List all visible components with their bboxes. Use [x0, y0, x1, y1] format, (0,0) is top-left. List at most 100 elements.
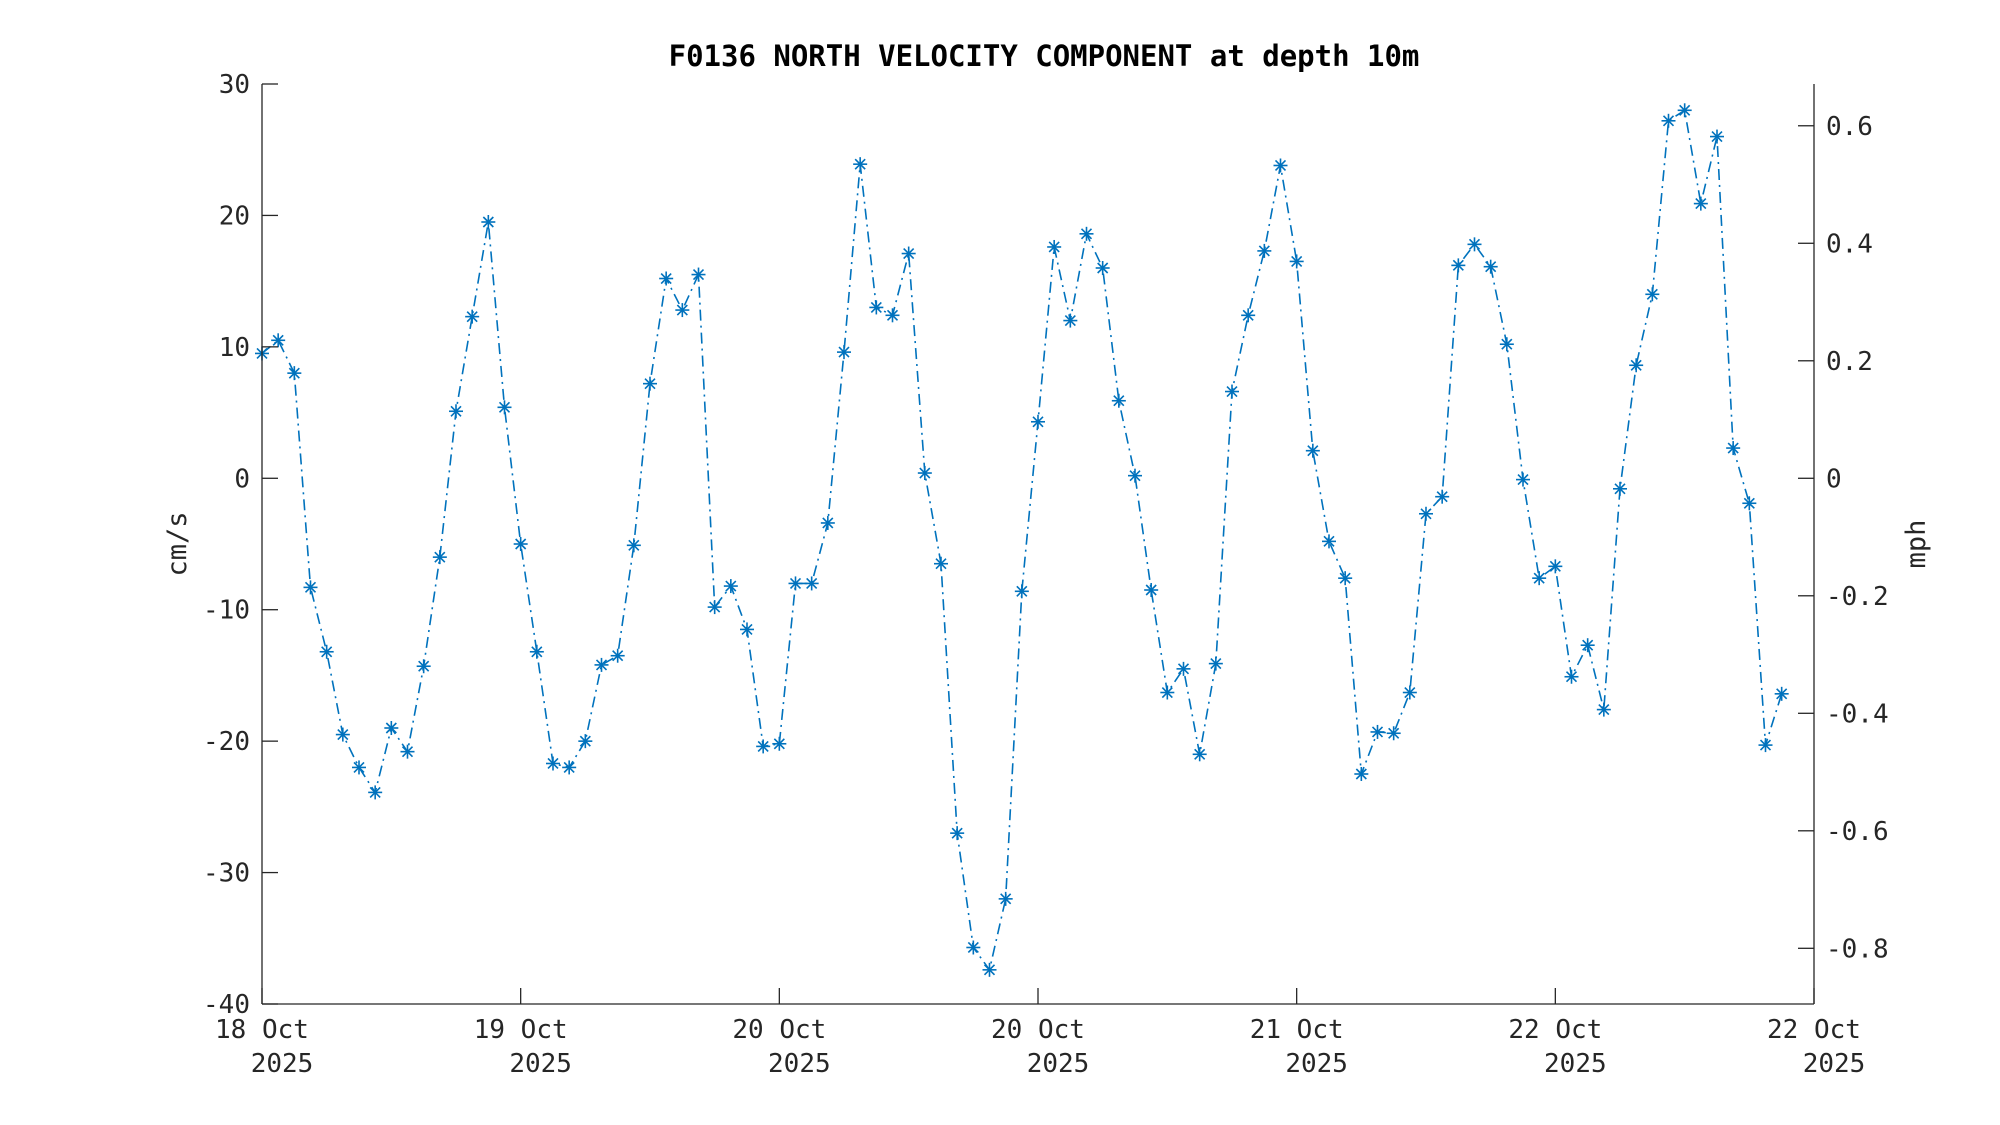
data-point-marker [788, 576, 803, 591]
data-point-marker [691, 267, 706, 282]
data-point-marker [1128, 468, 1142, 483]
data-point-marker [384, 721, 399, 735]
data-point-marker [659, 271, 674, 286]
data-point-marker [1047, 239, 1062, 254]
right-y-ticks: -0.8 -0.6 -0.4 -0.2 0 0.2 0.4 0.6 [1798, 112, 1889, 964]
x-tick-label-year: 2025 [1544, 1049, 1607, 1079]
data-point-marker [610, 648, 625, 663]
x-tick-label-date: 20 Oct [732, 1015, 826, 1045]
data-point-marker [1451, 258, 1466, 273]
data-point-marker [368, 785, 383, 800]
data-point-marker [287, 366, 302, 381]
left-y-tick-label: 10 [219, 333, 250, 363]
data-point-marker [449, 404, 463, 419]
data-point-marker [1435, 489, 1450, 504]
data-point-marker [1645, 287, 1660, 302]
left-y-tick-label: -40 [203, 990, 250, 1020]
data-point-marker [1289, 254, 1304, 269]
data-point-marker [416, 659, 431, 674]
left-y-tick-label: -30 [203, 859, 250, 889]
data-point-marker [1079, 226, 1094, 241]
data-point-marker [1063, 313, 1078, 328]
right-y-tick-label: -0.4 [1826, 699, 1889, 729]
y-axis-label-right: mph [1901, 520, 1932, 569]
data-point-marker [1758, 738, 1773, 753]
data-point-marker [756, 739, 771, 754]
data-point-marker [1160, 685, 1175, 700]
left-y-tick-label: -10 [203, 596, 250, 626]
data-point-marker [562, 760, 577, 775]
data-point-marker [1370, 724, 1385, 739]
data-point-marker [1031, 414, 1045, 429]
data-point-marker [1144, 583, 1159, 597]
data-point-marker [1596, 702, 1611, 717]
left-y-tick-label: -20 [203, 727, 250, 757]
data-point-marker [481, 215, 496, 229]
data-point-marker [1305, 443, 1320, 458]
data-point-marker [546, 756, 560, 771]
data-point-marker [675, 303, 690, 318]
data-point-marker [1111, 393, 1126, 408]
data-point-marker [917, 466, 932, 481]
data-point-marker [529, 644, 544, 659]
right-y-tick-label: 0.2 [1826, 347, 1873, 377]
left-y-ticks: -40 -30 -20 -10 0 10 20 30 [203, 70, 278, 1020]
data-point-marker [1402, 685, 1417, 700]
x-tick-label-date: 21 Oct [1250, 1015, 1344, 1045]
data-point-marker [594, 657, 609, 672]
left-y-tick-label: 30 [219, 70, 250, 100]
right-y-tick-label: -0.6 [1826, 817, 1889, 847]
chart-title: F0136 NORTH VELOCITY COMPONENT at depth … [669, 39, 1420, 73]
data-point-marker [1322, 534, 1336, 549]
left-y-tick-label: 0 [234, 464, 250, 494]
data-point-marker [432, 550, 447, 565]
data-point-marker [1677, 103, 1692, 118]
data-point-marker [1273, 158, 1288, 173]
data-point-marker [723, 579, 738, 594]
data-point-marker [820, 515, 835, 530]
data-point-marker [303, 580, 318, 595]
data-point-marker [934, 556, 948, 571]
data-point-marker [1014, 584, 1029, 599]
x-tick-label-year: 2025 [509, 1049, 572, 1079]
x-tick-label-year: 2025 [1803, 1049, 1866, 1079]
data-point-marker [950, 826, 965, 841]
data-point-marker [707, 600, 722, 615]
data-point-marker [1208, 656, 1223, 671]
data-point-marker [1742, 496, 1757, 511]
x-tick-label-date: 22 Oct [1767, 1015, 1861, 1045]
data-point-marker [1693, 196, 1708, 211]
data-point-marker [1548, 559, 1563, 574]
data-point-marker [1467, 237, 1482, 252]
data-point-marker [1257, 243, 1272, 258]
data-point-marker [1225, 384, 1239, 399]
x-ticks: 18 Oct 2025 19 Oct 2025 20 Oct 2025 20 Oct 2025… [215, 988, 1865, 1079]
right-y-tick-label: 0.6 [1826, 112, 1873, 142]
data-point-marker [1661, 113, 1676, 128]
data-point-marker [1354, 767, 1369, 781]
data-point-marker [853, 157, 868, 172]
x-tick-label-year: 2025 [251, 1049, 314, 1079]
x-tick-label-date: 18 Oct [215, 1015, 309, 1045]
right-y-tick-label: -0.2 [1826, 582, 1889, 612]
x-tick-label-date: 19 Oct [474, 1015, 568, 1045]
plot-series [255, 103, 1789, 977]
data-point-marker [1564, 669, 1579, 684]
data-point-marker [885, 308, 900, 323]
right-y-tick-label: -0.8 [1826, 934, 1889, 964]
data-point-marker [982, 962, 997, 977]
right-y-tick-label: 0.4 [1826, 229, 1873, 259]
right-y-tick-label: 0 [1826, 464, 1842, 494]
data-point-marker [966, 940, 981, 955]
data-point-marker [578, 734, 593, 749]
data-point-marker [740, 622, 754, 637]
x-tick-label-year: 2025 [1285, 1049, 1348, 1079]
series-line [261, 108, 1783, 972]
data-point-marker [513, 537, 528, 551]
data-point-marker [1710, 129, 1724, 144]
data-point-marker [804, 576, 819, 591]
data-point-marker [1532, 571, 1547, 586]
data-point-marker [1726, 441, 1741, 456]
data-point-marker [1386, 726, 1401, 741]
